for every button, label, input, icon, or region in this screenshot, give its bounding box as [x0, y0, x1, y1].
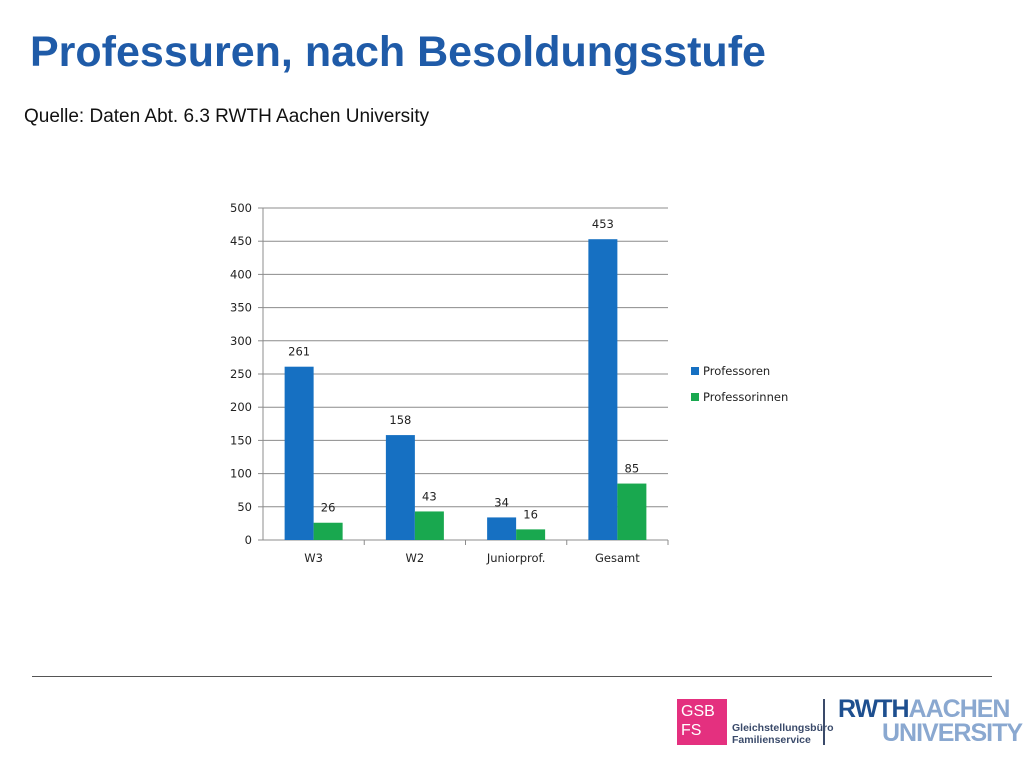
bar [588, 239, 618, 540]
y-tick-label: 500 [230, 201, 252, 215]
y-tick-label: 450 [230, 234, 252, 248]
y-tick-label: 300 [230, 334, 252, 348]
rwth-logo-part1: RWTH [838, 695, 910, 723]
data-label: 453 [592, 217, 614, 231]
data-label: 26 [321, 501, 336, 515]
y-tick-label: 250 [230, 367, 252, 381]
x-tick-label: Gesamt [595, 551, 640, 565]
data-label: 34 [494, 495, 509, 509]
bar [385, 435, 415, 540]
source-note: Quelle: Daten Abt. 6.3 RWTH Aachen Unive… [24, 106, 430, 127]
data-label: 16 [523, 507, 538, 521]
footer-divider [32, 676, 992, 677]
bar [284, 366, 314, 540]
x-tick-label: W3 [304, 551, 323, 565]
slide-title: Professuren, nach Besoldungsstufe [30, 28, 766, 76]
y-tick-label: 50 [237, 500, 252, 514]
y-tick-label: 350 [230, 301, 252, 315]
gsb-logo-line1: GSB [681, 703, 715, 720]
data-label: 158 [389, 413, 411, 427]
bar [313, 522, 343, 540]
gsb-fs-logo: GSB FS [677, 699, 727, 745]
gsb-name-line1: Gleichstellungsbüro [732, 722, 834, 734]
rwth-aachen-logo: RWTHAACHEN UNIVERSITY [838, 695, 1023, 747]
data-label: 85 [625, 462, 640, 476]
bar [487, 517, 517, 540]
y-tick-label: 150 [230, 433, 252, 447]
legend-label: Professoren [703, 364, 770, 378]
gsb-name-line2: Familienservice [732, 734, 811, 746]
rwth-logo-part3: UNIVERSITY [882, 719, 1023, 747]
legend-swatch [691, 367, 699, 375]
x-tick-label: W2 [406, 551, 425, 565]
y-tick-label: 200 [230, 400, 252, 414]
gsb-logo-line2: FS [681, 722, 702, 739]
logo-separator [823, 699, 825, 745]
x-tick-label: Juniorprof. [486, 551, 546, 565]
y-tick-label: 400 [230, 267, 252, 281]
bar [516, 529, 546, 540]
data-label: 261 [288, 345, 310, 359]
y-tick-label: 0 [245, 533, 252, 547]
y-tick-label: 100 [230, 467, 252, 481]
bar [617, 483, 647, 540]
legend-label: Professorinnen [703, 390, 788, 404]
bar [414, 511, 444, 540]
gsb-fs-name: Gleichstellungsbüro Familienservice [732, 722, 834, 746]
rwth-logo-part2: AACHEN [908, 695, 1011, 723]
data-label: 43 [422, 489, 437, 503]
legend-swatch [691, 393, 699, 401]
